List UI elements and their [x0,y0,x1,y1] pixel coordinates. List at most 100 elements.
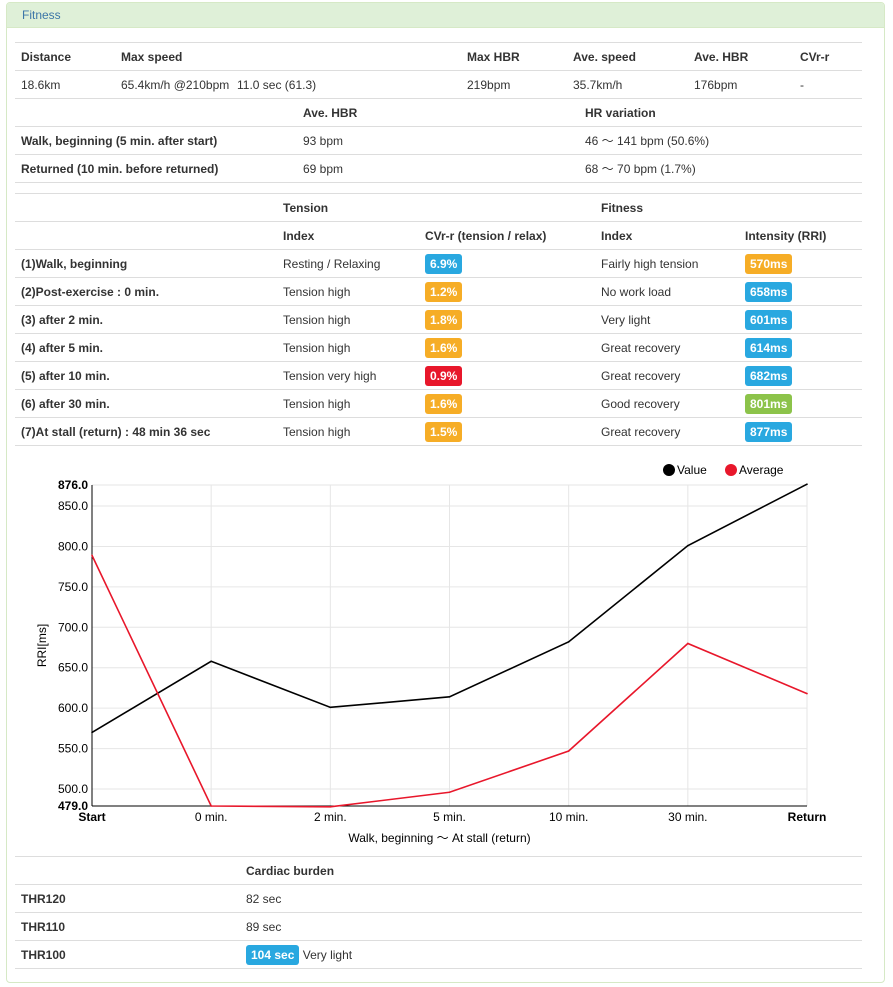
legend-marker [663,464,675,476]
hbr-header: HR variation [579,98,862,127]
tension-group-header [419,193,595,222]
burden-note: Very light [302,947,353,962]
rri-cell: 601ms [739,305,862,334]
tension-row: (1)Walk, beginning Resting / Relaxing 6.9%… [15,249,862,278]
fitness-index: Great recovery [595,333,739,362]
hbr-row-ave: 69 bpm [297,154,579,183]
hbr-row-ave: 93 bpm [297,126,579,155]
rri-cell: 682ms [739,361,862,390]
tension-sub-header: Index [277,221,419,250]
burden-value-cell: 104 sec Very light [240,940,862,969]
data-point-value [567,641,570,643]
tension-group-header-row: Tension Fitness [15,193,862,222]
tension-sub-header [15,221,277,250]
y-tick-label: 750.0 [58,580,88,594]
burden-row: THR100 104 sec Very light [15,940,862,969]
summary-value: 176bpm [688,70,794,99]
burden-row-label: THR100 [15,940,240,969]
tension-group-header [739,193,862,222]
y-tick-label: 876.0 [58,478,88,492]
x-tick-label: 30 min. [668,810,707,824]
tension-sub-header-row: Index CVr-r (tension / relax) Index Inte… [15,221,862,250]
rri-line-chart: 479.0 500.0 550.0 600.0 650.0 700.0 750.0 800.0… [35,463,827,845]
burden-table: Cardiac burden THR120 82 sec THR110 89 sec T… [15,856,862,969]
tension-row: (6) after 30 min. Tension high 1.6% Good re… [15,389,862,418]
y-tick-label: 650.0 [58,661,88,675]
rri-cell: 570ms [739,249,862,278]
tension-row: (7)At stall (return) : 48 min 36 sec Tens… [15,417,862,446]
tension-row-label: (6) after 30 min. [15,389,277,418]
tension-index: Tension very high [277,361,419,390]
summary-value: 35.7km/h [567,70,688,99]
rri-badge: 877ms [745,421,793,442]
rri-cell: 801ms [739,389,862,418]
hbr-header-row: Ave. HBR HR variation [15,98,862,127]
x-tick-label: 2 min. [314,810,347,824]
cvrr-cell: 1.5% [419,417,595,446]
summary-header: Distance [15,42,115,71]
burden-value-cell: 89 sec [240,912,862,941]
tension-index: Resting / Relaxing [277,249,419,278]
summary-value: 11.0 sec (61.3) [235,70,461,99]
y-tick-label: 550.0 [58,742,88,756]
tension-row-label: (1)Walk, beginning [15,249,277,278]
tension-sub-header: CVr-r (tension / relax) [419,221,595,250]
cvrr-badge: 0.9% [425,365,463,386]
hbr-table: Ave. HBR HR variation Walk, beginning (5… [15,98,862,183]
x-tick-label: Return [788,810,827,824]
tension-row: (2)Post-exercise : 0 min. Tension high 1.2… [15,277,862,306]
data-point-value [687,544,689,547]
data-point-value [210,660,212,663]
summary-header: Max speed [115,42,235,71]
hbr-row-label: Walk, beginning (5 min. after start) [15,126,297,155]
summary-max-speed-time: 11.0 sec (61.3) [237,77,317,92]
summary-header: Ave. speed [567,42,688,71]
cvrr-badge: 1.6% [425,337,463,358]
legend-label: Value [677,463,707,477]
tension-index: Tension high [277,277,419,306]
y-tick-label: 479.0 [58,799,88,813]
x-axis-label: Walk, beginning 〜 At stall (return) [348,831,530,845]
fitness-index: No work load [595,277,739,306]
burden-row: THR110 89 sec [15,912,862,941]
tension-row: (5) after 10 min. Tension very high 0.9% Gr… [15,361,862,390]
burden-value: 89 sec [246,919,282,934]
burden-row: THR120 82 sec [15,884,862,913]
summary-header: Max HBR [461,42,567,71]
y-tick-label: 700.0 [58,620,88,634]
tension-index: Tension high [277,305,419,334]
fitness-index: Fairly high tension [595,249,739,278]
burden-row-label: THR110 [15,912,240,941]
cvrr-cell: 0.9% [419,361,595,390]
x-tick-label: 10 min. [549,810,588,824]
cvrr-cell: 6.9% [419,249,595,278]
panel-title: Fitness [7,3,884,28]
fitness-index: Great recovery [595,417,739,446]
tension-index: Tension high [277,333,419,362]
summary-value: - [794,70,862,99]
data-point-value [448,696,451,698]
summary-value: 65.4km/h @210bpm [115,70,235,99]
summary-value: 18.6km [15,70,115,99]
summary-value: 219bpm [461,70,567,99]
summary-value-row: 18.6km 65.4km/h @210bpm 11.0 sec (61.3) … [15,70,862,99]
rri-badge: 570ms [745,253,793,274]
data-point-average [448,791,451,794]
rri-cell: 614ms [739,333,862,362]
tension-sub-header: Index [595,221,739,250]
y-tick-label: 850.0 [58,499,88,513]
data-point-value [806,483,808,485]
tension-group-header: Tension [277,193,419,222]
tension-row-label: (4) after 5 min. [15,333,277,362]
data-point-value [329,706,332,709]
data-point-average [210,805,212,807]
tension-table: Tension Fitness Index CVr-r (tension / r… [15,193,862,446]
cvrr-badge: 1.2% [425,281,463,302]
data-point-value [91,731,93,734]
data-point-average [567,750,570,752]
burden-value-cell: 82 sec [240,884,862,913]
rri-cell: 877ms [739,417,862,446]
rri-cell: 658ms [739,277,862,306]
summary-header [235,42,461,71]
cvrr-badge: 1.8% [425,309,463,330]
